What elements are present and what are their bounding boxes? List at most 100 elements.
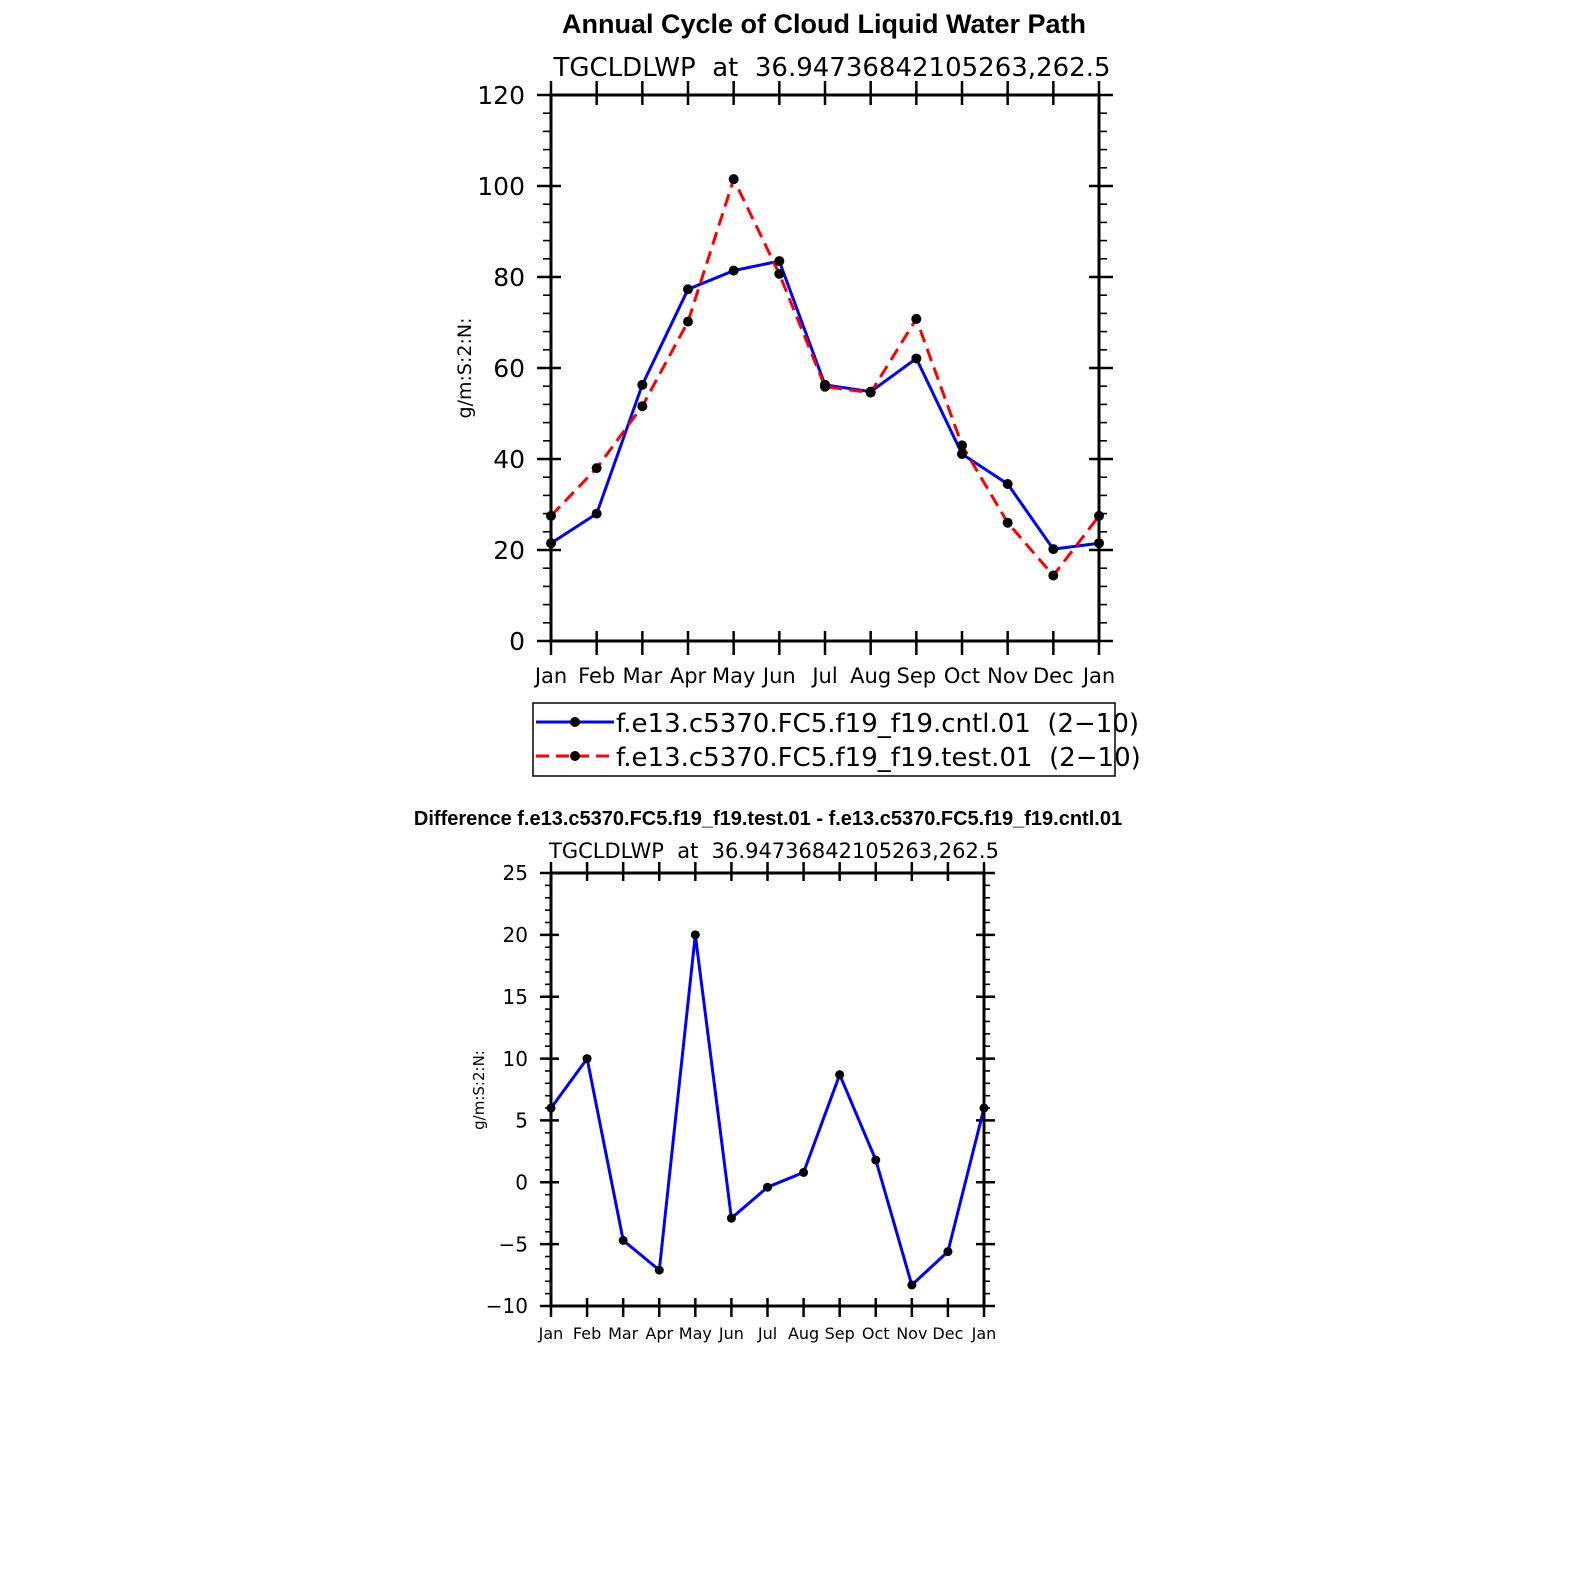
- y-tick-label: 100: [477, 172, 525, 201]
- legend-entry-cntl: f.e13.c5370.FC5.f19_f19.cntl.01 (2−10): [536, 709, 1139, 739]
- data-point: [820, 381, 830, 392]
- chart-title: Annual Cycle of Cloud Liquid Water Path: [562, 9, 1086, 39]
- x-tick-label: Mar: [608, 1324, 639, 1343]
- x-tick-label: May: [712, 664, 755, 688]
- data-point: [835, 1070, 845, 1080]
- x-tick-labels: Jan Feb Mar Apr May Jun Jul Aug Sep Oct Nov Dec Jan: [533, 664, 1115, 688]
- x-tick-label: Jan: [538, 1324, 564, 1343]
- data-point: [1002, 517, 1013, 528]
- difference-chart: Difference f.e13.c5370.FC5.f19_f19.test.…: [414, 808, 1122, 1343]
- chart-title: Difference f.e13.c5370.FC5.f19_f19.test.…: [414, 808, 1122, 830]
- axis-ticks: [540, 862, 995, 1317]
- y-tick-label: 60: [493, 354, 525, 383]
- data-point: [637, 379, 648, 390]
- x-tick-label: Mar: [623, 664, 663, 688]
- x-tick-label: Jul: [757, 1324, 777, 1343]
- x-tick-label: Aug: [850, 664, 891, 688]
- data-point: [618, 1235, 628, 1245]
- data-point: [726, 1213, 736, 1223]
- data-point: [907, 1280, 917, 1290]
- x-tick-label: Jan: [1081, 664, 1115, 688]
- annual-cycle-chart: Annual Cycle of Cloud Liquid Water Path …: [454, 9, 1141, 777]
- legend-box: [532, 702, 1116, 777]
- data-point: [683, 284, 693, 295]
- data-point: [582, 1054, 592, 1064]
- chart-subtitle: TGCLDLWP at 36.94736842105263,262.5: [553, 53, 1111, 83]
- data-point: [871, 1155, 881, 1165]
- y-tick-label: 5: [515, 1109, 528, 1133]
- data-point: [728, 174, 739, 185]
- data-point: [774, 256, 785, 267]
- x-tick-label: Aug: [788, 1324, 819, 1343]
- legend-marker-test: [570, 751, 580, 761]
- legend-label-cntl: f.e13.c5370.FC5.f19_f19.cntl.01 (2−10): [616, 709, 1139, 739]
- series-lines: [546, 930, 989, 1290]
- data-point: [911, 313, 922, 324]
- data-point: [591, 508, 602, 519]
- data-point: [654, 1265, 664, 1275]
- y-tick-label: 20: [493, 536, 525, 565]
- series-line: [549, 933, 986, 1287]
- y-tick-labels: 0 20 40 60 80 100 120: [477, 81, 525, 656]
- x-tick-label: Jul: [810, 664, 837, 688]
- data-point: [591, 463, 602, 474]
- x-tick-label: Dec: [932, 1324, 963, 1343]
- series-line: [550, 259, 1100, 551]
- axis-ticks: [537, 81, 1113, 655]
- x-tick-label: Oct: [944, 664, 980, 688]
- y-tick-label: 80: [493, 263, 525, 292]
- data-point: [1048, 570, 1059, 581]
- data-point: [1048, 544, 1059, 555]
- data-point: [957, 440, 967, 451]
- legend: f.e13.c5370.FC5.f19_f19.cntl.01 (2−10) f…: [532, 702, 1141, 777]
- data-point: [763, 1182, 772, 1192]
- x-tick-label: Feb: [578, 664, 615, 688]
- y-tick-label: 40: [493, 445, 525, 474]
- x-tick-label: Jun: [761, 664, 796, 688]
- y-axis-label: g/m:S:2:N:: [470, 1050, 488, 1130]
- data-point: [683, 316, 693, 327]
- x-tick-label: Sep: [897, 664, 937, 688]
- data-point: [728, 265, 739, 276]
- y-tick-label: 120: [477, 81, 525, 110]
- x-tick-label: Dec: [1033, 664, 1074, 688]
- x-tick-label: Oct: [862, 1324, 890, 1343]
- data-point: [865, 387, 876, 398]
- x-tick-label: Nov: [987, 664, 1028, 688]
- y-tick-label: 25: [503, 861, 528, 885]
- x-tick-label: Jan: [533, 664, 567, 688]
- data-point: [799, 1167, 809, 1177]
- data-point: [911, 353, 922, 364]
- y-tick-label: 15: [503, 985, 528, 1009]
- x-tick-labels: Jan Feb Mar Apr May Jun Jul Aug Sep Oct Nov Dec Jan: [538, 1324, 997, 1343]
- data-point: [637, 401, 648, 412]
- data-point: [690, 930, 700, 940]
- y-tick-label: 10: [503, 1047, 528, 1071]
- data-point: [943, 1247, 953, 1257]
- data-point: [774, 268, 785, 279]
- series-line: [549, 177, 1101, 577]
- plot-frame: [549, 93, 1101, 643]
- data-point: [1002, 479, 1013, 490]
- x-tick-label: Jan: [971, 1324, 997, 1343]
- x-tick-label: Feb: [573, 1324, 601, 1343]
- y-tick-labels: −10 −5 0 5 10 15 20 25: [486, 861, 528, 1318]
- x-tick-label: May: [679, 1324, 712, 1343]
- legend-entry-test: f.e13.c5370.FC5.f19_f19.test.01 (2−10): [536, 743, 1141, 773]
- x-tick-label: Apr: [645, 1324, 673, 1343]
- legend-marker-cntl: [570, 717, 580, 727]
- series-lines: [546, 174, 1104, 581]
- y-tick-label: 20: [503, 923, 528, 947]
- y-tick-label: −5: [499, 1232, 528, 1256]
- y-tick-label: −10: [486, 1294, 528, 1318]
- x-tick-label: Nov: [896, 1324, 927, 1343]
- y-axis-label: g/m:S:2:N:: [454, 318, 476, 419]
- x-tick-label: Sep: [825, 1324, 855, 1343]
- chart-subtitle: TGCLDLWP at 36.94736842105263,262.5: [548, 839, 999, 863]
- x-tick-label: Apr: [670, 664, 707, 688]
- y-tick-label: 0: [515, 1170, 528, 1194]
- legend-label-test: f.e13.c5370.FC5.f19_f19.test.01 (2−10): [616, 743, 1141, 773]
- y-tick-label: 0: [509, 627, 525, 656]
- plot-frame: [549, 871, 986, 1308]
